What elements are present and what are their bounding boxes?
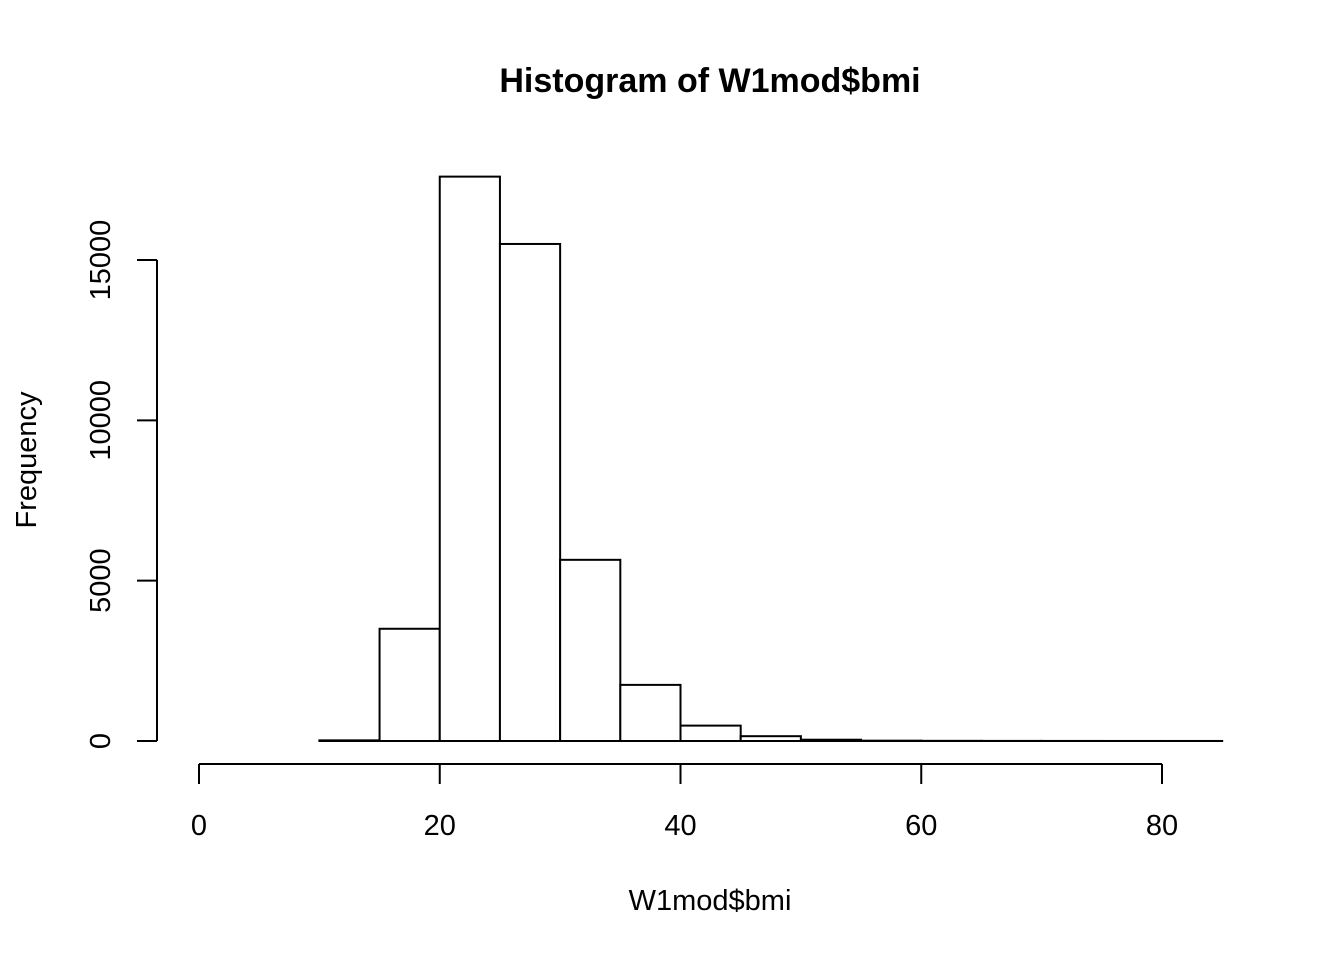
x-axis: 0 20 40 60 80 bbox=[191, 763, 1178, 842]
y-axis-label: Frequency bbox=[11, 391, 43, 529]
histogram-bar bbox=[438, 175, 501, 743]
x-tick-label: 60 bbox=[905, 810, 937, 842]
y-tick-label: 0 bbox=[85, 733, 117, 749]
x-tick-label: 40 bbox=[664, 810, 696, 842]
y-axis: 0 5000 10000 15000 bbox=[85, 220, 158, 749]
histogram-bar bbox=[318, 739, 381, 742]
histogram-bar bbox=[739, 735, 802, 743]
chart-title: Histogram of W1mod$bmi bbox=[499, 62, 920, 100]
y-tick-label: 15000 bbox=[85, 220, 117, 301]
histogram-bar bbox=[559, 558, 622, 742]
x-tick-label: 80 bbox=[1146, 810, 1178, 842]
x-axis-label: W1mod$bmi bbox=[629, 885, 792, 917]
histogram-bar bbox=[679, 724, 742, 742]
histogram-bar bbox=[799, 738, 863, 743]
y-tick-label: 5000 bbox=[85, 548, 117, 613]
x-tick-label: 0 bbox=[191, 810, 207, 842]
histogram-bars bbox=[318, 175, 1224, 743]
histogram-bar bbox=[498, 242, 562, 742]
x-tick-label: 20 bbox=[424, 810, 456, 842]
histogram-bar bbox=[378, 627, 441, 742]
histogram-bar bbox=[619, 683, 682, 743]
y-tick-label: 10000 bbox=[85, 380, 117, 461]
